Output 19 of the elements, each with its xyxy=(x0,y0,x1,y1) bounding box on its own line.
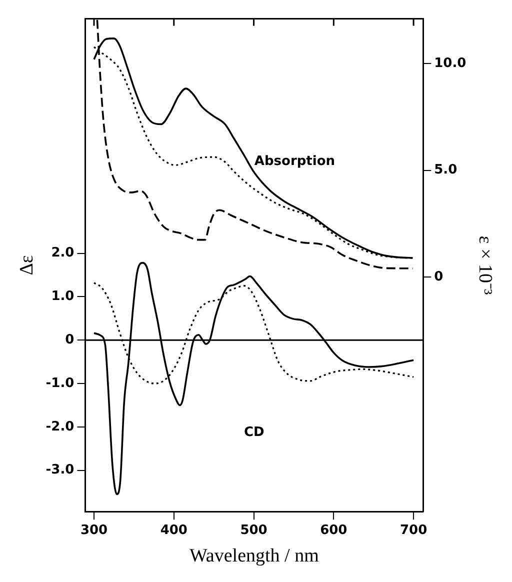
y-tick-label: -3.0 xyxy=(46,462,74,478)
y-tick-label: 1.0 xyxy=(51,289,74,304)
y2-tick-label: 0 xyxy=(434,269,444,284)
x-tick-label: 700 xyxy=(400,522,428,538)
annotation: CD xyxy=(244,425,265,440)
x-tick-label: 400 xyxy=(160,522,188,538)
y2-axis-title: ε × 10⁻³ xyxy=(474,236,496,295)
x-axis-title: Wavelength / nm xyxy=(190,546,320,567)
y-axis-title: Δε xyxy=(16,255,38,276)
x-tick-label: 600 xyxy=(320,522,348,538)
x-tick-label: 300 xyxy=(80,522,108,538)
x-tick-label: 500 xyxy=(240,522,268,538)
y-tick-label: 0 xyxy=(65,332,74,348)
y-tick-label: 2.0 xyxy=(51,246,74,261)
annotation: Absorption xyxy=(254,154,336,170)
y2-tick-label: 10.0 xyxy=(434,56,466,71)
y-tick-label: -1.0 xyxy=(46,376,74,391)
y-tick-label: -2.0 xyxy=(46,419,74,434)
y2-tick-label: 5.0 xyxy=(434,162,458,178)
